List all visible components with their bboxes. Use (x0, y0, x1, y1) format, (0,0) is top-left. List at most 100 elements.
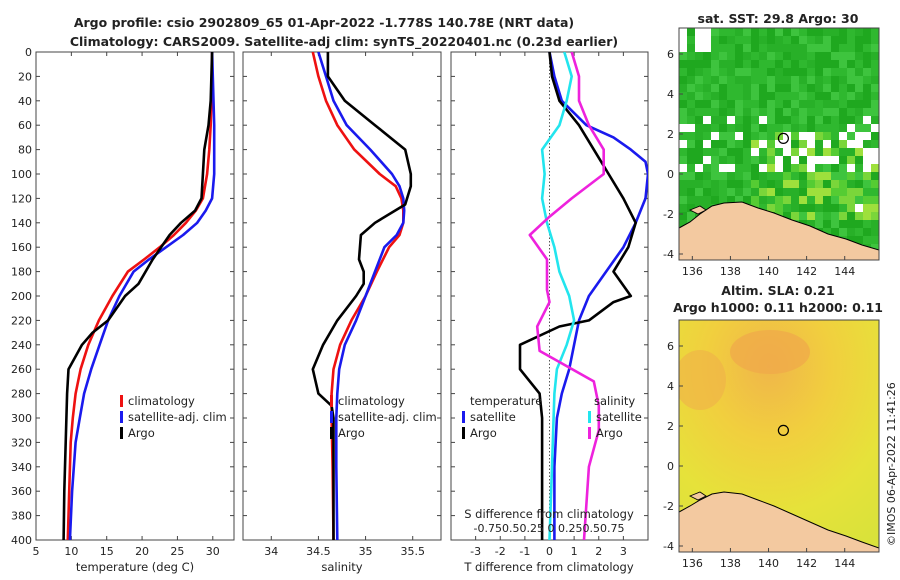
sst-cell (679, 148, 687, 156)
sst-cell (695, 180, 703, 188)
sst-cell (759, 140, 767, 148)
sst-cell (703, 52, 711, 60)
sst-cell (799, 108, 807, 116)
sst-cell (767, 196, 775, 204)
sst-cell (767, 84, 775, 92)
sst-cell (695, 196, 703, 204)
temperature-xlabel: temperature (deg C) (76, 560, 194, 574)
sst-cell (871, 92, 879, 100)
sst-cell (839, 44, 847, 52)
sst-cell (847, 188, 855, 196)
sst-cell (871, 172, 879, 180)
legend-title-salinity: salinity (594, 394, 635, 408)
sst-cell (759, 52, 767, 60)
sst-cell (831, 172, 839, 180)
map-xtick-label: 142 (796, 265, 817, 278)
sst-cell (863, 204, 871, 212)
sst-cell (687, 172, 695, 180)
sst-map-island (689, 205, 707, 215)
map-ytick-label: 2 (667, 128, 674, 141)
sst-cell (871, 36, 879, 44)
sst-cell (863, 124, 871, 132)
sst-cell (735, 60, 743, 68)
sst-cell (759, 172, 767, 180)
sst-cell (855, 212, 863, 220)
ytick-label: 260 (11, 363, 32, 376)
sst-cell (831, 76, 839, 84)
sst-cell (871, 180, 879, 188)
sst-cell (751, 180, 759, 188)
sst-cell (767, 148, 775, 156)
sst-cell (703, 116, 711, 124)
sst-cell (855, 196, 863, 204)
sst-cell (823, 156, 831, 164)
sst-cell (871, 116, 879, 124)
ytick-label: 380 (11, 510, 32, 523)
sst-cell (839, 28, 847, 36)
sst-cell (799, 196, 807, 204)
ytick-label: 120 (11, 192, 32, 205)
sst-cell (855, 132, 863, 140)
sst-cell (783, 60, 791, 68)
sst-cell (871, 140, 879, 148)
sst-cell (743, 76, 751, 84)
sst-cell (687, 36, 695, 44)
sst-cell (863, 116, 871, 124)
sst-cell (719, 180, 727, 188)
sst-cell (871, 108, 879, 116)
sst-cell (703, 196, 711, 204)
sst-cell (703, 140, 711, 148)
main-title-line2: Climatology: CARS2009. Satellite-adj cli… (70, 34, 618, 50)
sst-cell (711, 156, 719, 164)
sst-cell (799, 132, 807, 140)
sst-cell (871, 100, 879, 108)
sst-cell (727, 132, 735, 140)
sst-cell (727, 28, 735, 36)
map-ytick-label: 0 (667, 460, 674, 473)
sst-cell (871, 68, 879, 76)
sst-cell (807, 92, 815, 100)
sst-cell (775, 188, 783, 196)
sst-cell (727, 92, 735, 100)
sst-cell (711, 92, 719, 100)
sst-cell (847, 116, 855, 124)
sst-cell (775, 44, 783, 52)
sst-cell (703, 172, 711, 180)
sst-cell (775, 116, 783, 124)
sst-cell (847, 180, 855, 188)
sst-cell (679, 92, 687, 100)
sst-cell (695, 188, 703, 196)
sst-cell (855, 52, 863, 60)
sst-cell (695, 28, 703, 36)
sla-map-island (689, 491, 707, 501)
sst-cell (815, 212, 823, 220)
sst-cell (727, 44, 735, 52)
sst-cell (847, 100, 855, 108)
sst-cell (775, 156, 783, 164)
sst-cell (743, 68, 751, 76)
sst-cell (871, 44, 879, 52)
sst-cell (847, 212, 855, 220)
sst-cell (791, 92, 799, 100)
sst-cell (815, 92, 823, 100)
sst-cell (783, 52, 791, 60)
sst-cell (863, 36, 871, 44)
sst-cell (839, 52, 847, 60)
ytick-label: 160 (11, 241, 32, 254)
sst-cell (815, 60, 823, 68)
sst-cell (687, 204, 695, 212)
sst-cell (767, 108, 775, 116)
sst-cell (847, 140, 855, 148)
sst-cell (719, 44, 727, 52)
xtick-label: 5 (33, 545, 40, 558)
sst-cell (759, 124, 767, 132)
sst-cell (807, 68, 815, 76)
sst-cell (807, 116, 815, 124)
sst-cell (719, 36, 727, 44)
sst-cell (831, 84, 839, 92)
sst-cell (847, 204, 855, 212)
sst-cell (687, 84, 695, 92)
sst-cell (703, 108, 711, 116)
sst-cell (823, 140, 831, 148)
sst-cell (735, 108, 743, 116)
